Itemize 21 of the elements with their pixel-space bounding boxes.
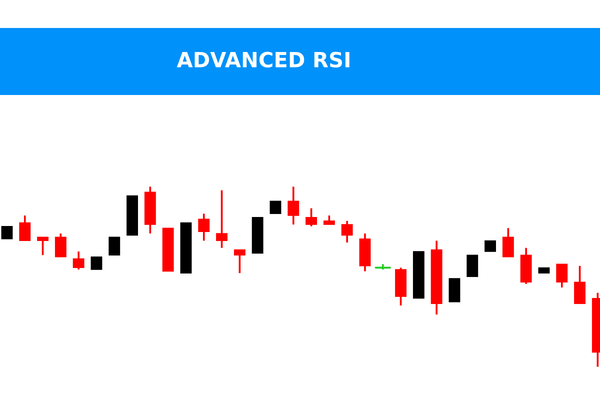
chart-title: ADVANCED RSI xyxy=(176,52,350,68)
candlestick xyxy=(1,226,13,240)
candlestick xyxy=(37,236,48,256)
candlestick xyxy=(198,212,210,242)
candlestick xyxy=(574,264,586,305)
candlestick xyxy=(234,248,246,274)
candlestick xyxy=(54,232,66,258)
candlestick xyxy=(108,236,120,256)
candlestick xyxy=(72,250,84,270)
candlestick xyxy=(448,278,460,302)
candlestick xyxy=(306,207,317,228)
candlestick xyxy=(484,240,496,252)
candlestick xyxy=(556,263,568,288)
candlestick xyxy=(90,256,102,270)
candlestick xyxy=(466,254,478,278)
candlestick xyxy=(341,220,353,244)
candlestick xyxy=(19,214,31,242)
candlestick xyxy=(270,200,282,214)
candlestick xyxy=(502,227,514,258)
candlestick xyxy=(288,186,300,226)
candlestick xyxy=(216,189,228,249)
